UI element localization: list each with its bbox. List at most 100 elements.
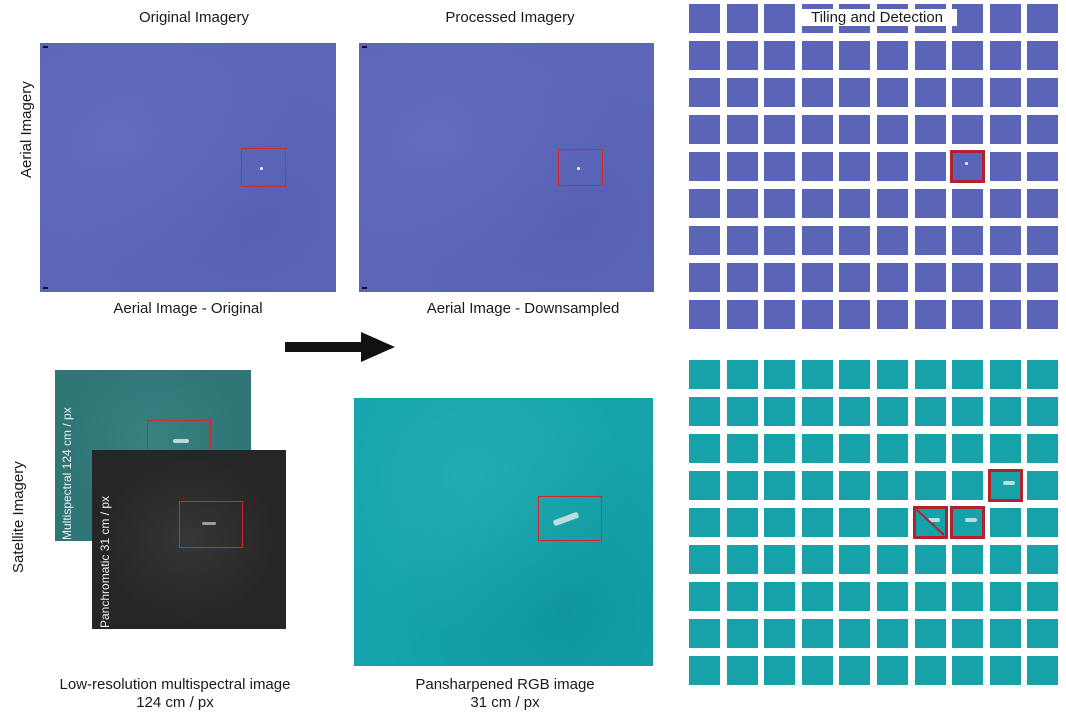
- aerial-tile: [989, 189, 1021, 218]
- satellite-tile: [877, 545, 908, 574]
- aerial-tile: [726, 115, 758, 144]
- satellite-tile: [801, 397, 833, 426]
- satellite-tile: [877, 656, 908, 685]
- aerial-tile: [764, 263, 796, 292]
- satellite-tile: [914, 619, 946, 648]
- aerial-tile: [689, 226, 720, 255]
- aerial-tile: [914, 152, 946, 181]
- aerial-tile: [764, 78, 796, 107]
- aerial-tile: [1027, 78, 1059, 107]
- aerial-tile: [989, 226, 1021, 255]
- aerial-tile: [689, 115, 720, 144]
- satellite-tile: [989, 545, 1021, 574]
- aerial-tile: [1027, 226, 1059, 255]
- aerial-tile: [1027, 300, 1059, 329]
- satellite-tile: [726, 397, 758, 426]
- satellite-tile: [764, 434, 796, 463]
- aerial-tile: [989, 4, 1021, 33]
- aerial-tile: [952, 152, 984, 181]
- target-object: [965, 162, 969, 165]
- detection-box: [241, 148, 286, 187]
- target-object: [173, 439, 189, 443]
- satellite-tile: [914, 360, 946, 389]
- aerial-tile: [1027, 152, 1059, 181]
- satellite-tile: [1027, 471, 1059, 500]
- caption-aerial-original: Aerial Image - Original: [113, 300, 263, 317]
- aerial-tile: [877, 78, 908, 107]
- aerial-tile: [801, 226, 833, 255]
- corner-tick: [43, 287, 48, 289]
- satellite-tile: [689, 656, 720, 685]
- target-object: [965, 518, 978, 522]
- aerial-tile: [952, 263, 984, 292]
- satellite-tile: [726, 360, 758, 389]
- aerial-tile: [952, 4, 984, 33]
- caption-aerial-downsampled: Aerial Image - Downsampled: [426, 300, 620, 317]
- satellite-tile: [689, 582, 720, 611]
- satellite-tile: [877, 471, 908, 500]
- aerial-tile: [689, 300, 720, 329]
- satellite-tile: [952, 471, 984, 500]
- aerial-tile: [839, 41, 871, 70]
- satellite-tile: [1027, 582, 1059, 611]
- satellite-tile: [726, 545, 758, 574]
- satellite-tile: [839, 508, 871, 537]
- satellite-tile: [952, 397, 984, 426]
- detection-tile-highlight: [987, 469, 1023, 502]
- satellite-tile: [801, 545, 833, 574]
- satellite-tile: [952, 582, 984, 611]
- aerial-tile: [877, 226, 908, 255]
- satellite-tile: [877, 397, 908, 426]
- satellite-tile: [801, 508, 833, 537]
- row-label-aerial: Aerial Imagery: [18, 81, 35, 178]
- aerial-tile: [801, 115, 833, 144]
- satellite-tile: [1027, 397, 1059, 426]
- aerial-tile: [877, 300, 908, 329]
- satellite-tile: [764, 360, 796, 389]
- satellite-tile: [914, 545, 946, 574]
- aerial-tile: [839, 152, 871, 181]
- header-processed-imagery: Processed Imagery: [445, 9, 575, 26]
- pansharpened-image: [354, 398, 653, 666]
- label-panchromatic: Panchromatic 31 cm / px: [98, 495, 112, 628]
- aerial-tile: [689, 78, 720, 107]
- satellite-tile: [764, 397, 796, 426]
- process-arrow-icon: [285, 332, 395, 362]
- panchromatic-image: [92, 450, 286, 629]
- aerial-tile: [989, 300, 1021, 329]
- aerial-tile: [952, 78, 984, 107]
- aerial-tile: [914, 115, 946, 144]
- tile-boundary-line: [915, 509, 945, 536]
- aerial-tile: [877, 115, 908, 144]
- aerial-tile: [726, 4, 758, 33]
- satellite-tile: [989, 656, 1021, 685]
- aerial-tile: [764, 226, 796, 255]
- aerial-tile: [989, 152, 1021, 181]
- satellite-tile: [839, 434, 871, 463]
- aerial-tile-grid: [689, 4, 1063, 329]
- caption-lowres-line2: 124 cm / px: [136, 694, 214, 711]
- satellite-tile: [689, 508, 720, 537]
- corner-tick: [362, 287, 367, 289]
- aerial-tile: [989, 41, 1021, 70]
- label-multispectral: Multispectral 124 cm / px: [60, 407, 74, 540]
- satellite-tile: [989, 508, 1021, 537]
- aerial-tile: [1027, 4, 1059, 33]
- satellite-tile: [726, 508, 758, 537]
- aerial-tile: [689, 152, 720, 181]
- satellite-tile: [1027, 360, 1059, 389]
- aerial-tile: [726, 300, 758, 329]
- satellite-tile: [952, 508, 984, 537]
- aerial-tile: [764, 115, 796, 144]
- aerial-tile: [726, 41, 758, 70]
- satellite-tile: [1027, 656, 1059, 685]
- caption-pansharpened-line2: 31 cm / px: [470, 694, 540, 711]
- target-object: [577, 167, 580, 170]
- aerial-tile: [877, 189, 908, 218]
- satellite-tile: [801, 360, 833, 389]
- aerial-tile: [877, 263, 908, 292]
- satellite-tile: [1027, 619, 1059, 648]
- satellite-tile: [989, 434, 1021, 463]
- aerial-tile: [952, 189, 984, 218]
- aerial-tile: [801, 189, 833, 218]
